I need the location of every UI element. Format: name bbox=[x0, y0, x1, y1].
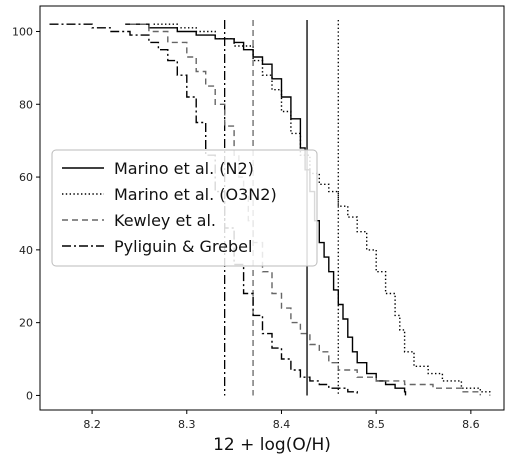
series-line bbox=[153, 23, 491, 396]
y-tick-label: 60 bbox=[19, 171, 33, 184]
legend-label: Pyliguin & Grebel bbox=[114, 237, 252, 256]
legend-box bbox=[51, 149, 318, 267]
series-line bbox=[49, 23, 358, 396]
y-tick-label: 80 bbox=[19, 98, 33, 111]
x-tick-label: 8.4 bbox=[273, 418, 291, 431]
x-axis-label: 12 + log(O/H) bbox=[213, 435, 331, 455]
x-tick-label: 8.6 bbox=[462, 418, 480, 431]
y-tick-label: 40 bbox=[19, 244, 33, 257]
y-tick-label: 20 bbox=[19, 317, 33, 330]
y-tick-label: 0 bbox=[26, 389, 33, 402]
x-tick-label: 8.2 bbox=[83, 418, 101, 431]
legend: Marino et al. (N2) Marino et al. (O3N2) Ke… bbox=[51, 149, 318, 267]
x-tick-label: 8.3 bbox=[178, 418, 196, 431]
plot-frame bbox=[39, 5, 505, 411]
legend-label: Kewley et al. bbox=[114, 211, 216, 230]
series-line bbox=[130, 23, 481, 396]
x-tick-label: 8.5 bbox=[367, 418, 385, 431]
y-tick-label: 100 bbox=[12, 25, 33, 38]
legend-label: Marino et al. (N2) bbox=[114, 159, 254, 178]
legend-label: Marino et al. (O3N2) bbox=[114, 185, 277, 204]
